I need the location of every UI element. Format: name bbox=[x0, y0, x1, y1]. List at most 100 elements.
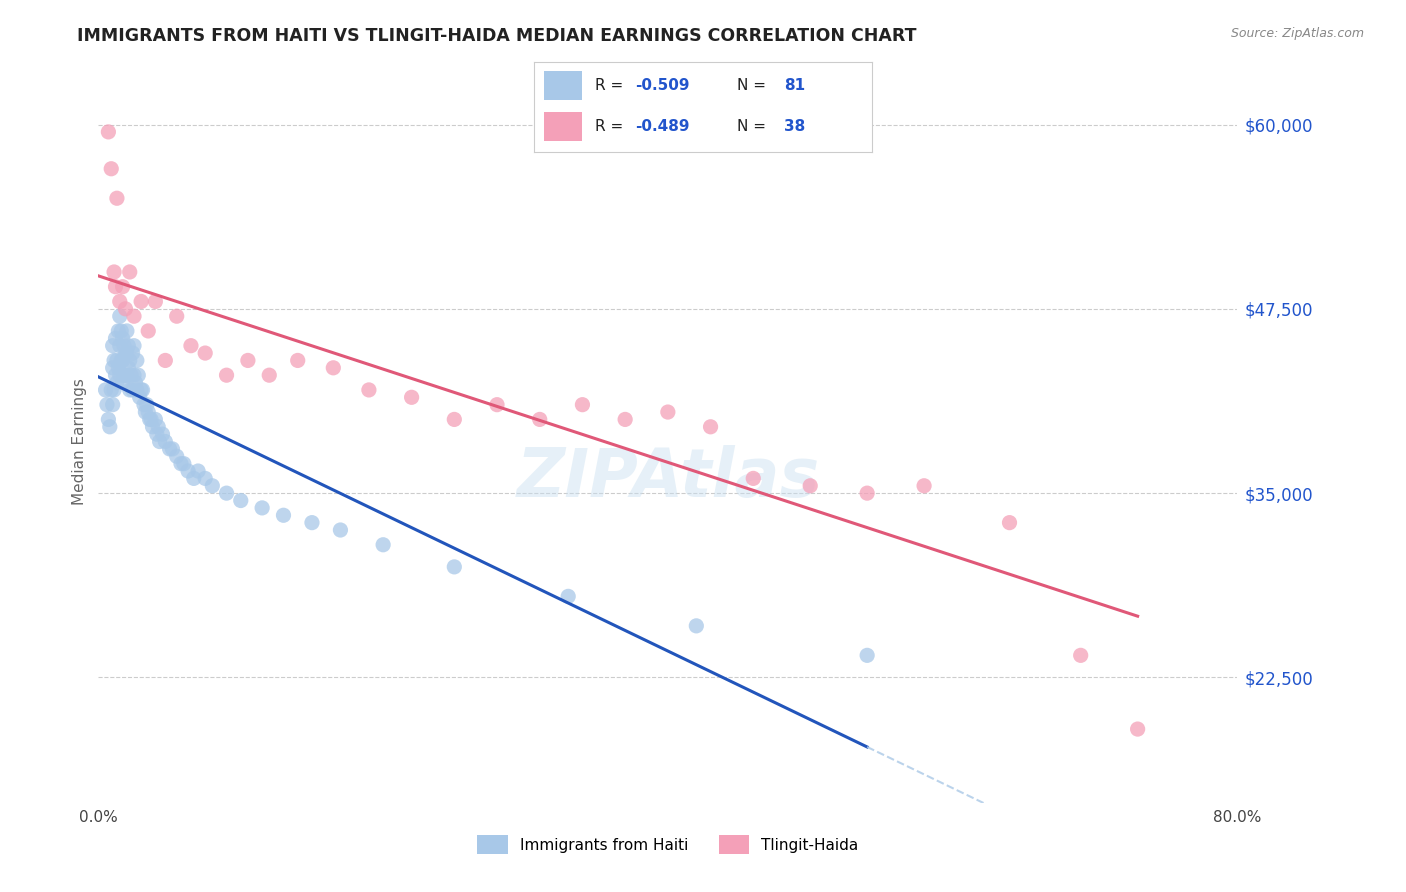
Point bbox=[259, 368, 281, 383]
Point bbox=[136, 405, 159, 419]
Point bbox=[103, 353, 125, 368]
Point bbox=[145, 412, 167, 426]
Point bbox=[100, 383, 122, 397]
Point bbox=[108, 294, 131, 309]
Point bbox=[856, 486, 879, 500]
Point bbox=[112, 368, 135, 383]
Point bbox=[114, 368, 136, 383]
Point bbox=[101, 339, 124, 353]
Point bbox=[122, 368, 145, 383]
Point bbox=[127, 368, 149, 383]
Point bbox=[105, 376, 128, 390]
Point bbox=[101, 398, 124, 412]
Point bbox=[148, 419, 170, 434]
Point bbox=[170, 457, 193, 471]
Point bbox=[117, 360, 139, 375]
Point bbox=[155, 353, 177, 368]
Point bbox=[166, 450, 188, 464]
Text: Source: ZipAtlas.com: Source: ZipAtlas.com bbox=[1230, 27, 1364, 40]
Point bbox=[236, 353, 259, 368]
Point bbox=[215, 486, 238, 500]
Point bbox=[134, 405, 156, 419]
Point bbox=[122, 339, 145, 353]
Point bbox=[145, 294, 167, 309]
Point bbox=[912, 479, 935, 493]
Point bbox=[194, 471, 217, 485]
Point bbox=[301, 516, 323, 530]
Text: 38: 38 bbox=[785, 120, 806, 134]
Point bbox=[121, 383, 143, 397]
Point bbox=[103, 383, 125, 397]
Point bbox=[111, 353, 134, 368]
Point bbox=[103, 265, 125, 279]
Point bbox=[128, 390, 150, 404]
Point bbox=[129, 383, 152, 397]
Point bbox=[96, 398, 118, 412]
Point bbox=[105, 353, 128, 368]
Text: -0.509: -0.509 bbox=[636, 78, 690, 93]
Point bbox=[1070, 648, 1092, 663]
Point bbox=[173, 457, 195, 471]
Point bbox=[273, 508, 295, 523]
Point bbox=[215, 368, 238, 383]
Bar bbox=[544, 112, 582, 141]
Point bbox=[141, 419, 163, 434]
Point bbox=[121, 346, 143, 360]
Point bbox=[614, 412, 637, 426]
Point bbox=[104, 279, 127, 293]
Point bbox=[183, 471, 205, 485]
Point bbox=[998, 516, 1021, 530]
Point bbox=[129, 294, 152, 309]
Point bbox=[322, 360, 344, 375]
Point bbox=[114, 301, 136, 316]
Point bbox=[194, 346, 217, 360]
Point bbox=[201, 479, 224, 493]
Point bbox=[101, 360, 124, 375]
Point bbox=[107, 360, 129, 375]
Point bbox=[443, 560, 465, 574]
Text: -0.489: -0.489 bbox=[636, 120, 690, 134]
Point bbox=[104, 368, 127, 383]
Point bbox=[111, 331, 134, 345]
Point bbox=[124, 376, 146, 390]
Point bbox=[114, 346, 136, 360]
Point bbox=[108, 309, 131, 323]
Point bbox=[329, 523, 352, 537]
Point bbox=[856, 648, 879, 663]
Point bbox=[557, 590, 579, 604]
Point bbox=[699, 419, 721, 434]
Point bbox=[149, 434, 172, 449]
Text: R =: R = bbox=[595, 120, 628, 134]
Point bbox=[111, 376, 134, 390]
Point bbox=[152, 427, 174, 442]
Point bbox=[177, 464, 200, 478]
Point bbox=[139, 412, 162, 426]
Point bbox=[108, 339, 131, 353]
Point bbox=[799, 479, 821, 493]
Point bbox=[166, 309, 188, 323]
Point bbox=[112, 339, 135, 353]
Point bbox=[110, 353, 132, 368]
Point bbox=[373, 538, 395, 552]
Point bbox=[250, 500, 273, 515]
Point bbox=[94, 383, 117, 397]
Point bbox=[155, 434, 177, 449]
Point bbox=[443, 412, 465, 426]
Point bbox=[486, 398, 509, 412]
Point bbox=[110, 324, 132, 338]
Point bbox=[571, 398, 593, 412]
Point bbox=[107, 324, 129, 338]
Point bbox=[742, 471, 765, 485]
Point bbox=[131, 383, 153, 397]
Point bbox=[115, 368, 138, 383]
Point bbox=[120, 368, 142, 383]
Point bbox=[97, 125, 120, 139]
Point bbox=[357, 383, 380, 397]
Point bbox=[118, 383, 141, 397]
Text: 81: 81 bbox=[785, 78, 806, 93]
Point bbox=[685, 619, 707, 633]
Point bbox=[118, 353, 141, 368]
Point bbox=[117, 339, 139, 353]
Point bbox=[115, 346, 138, 360]
Point bbox=[159, 442, 181, 456]
